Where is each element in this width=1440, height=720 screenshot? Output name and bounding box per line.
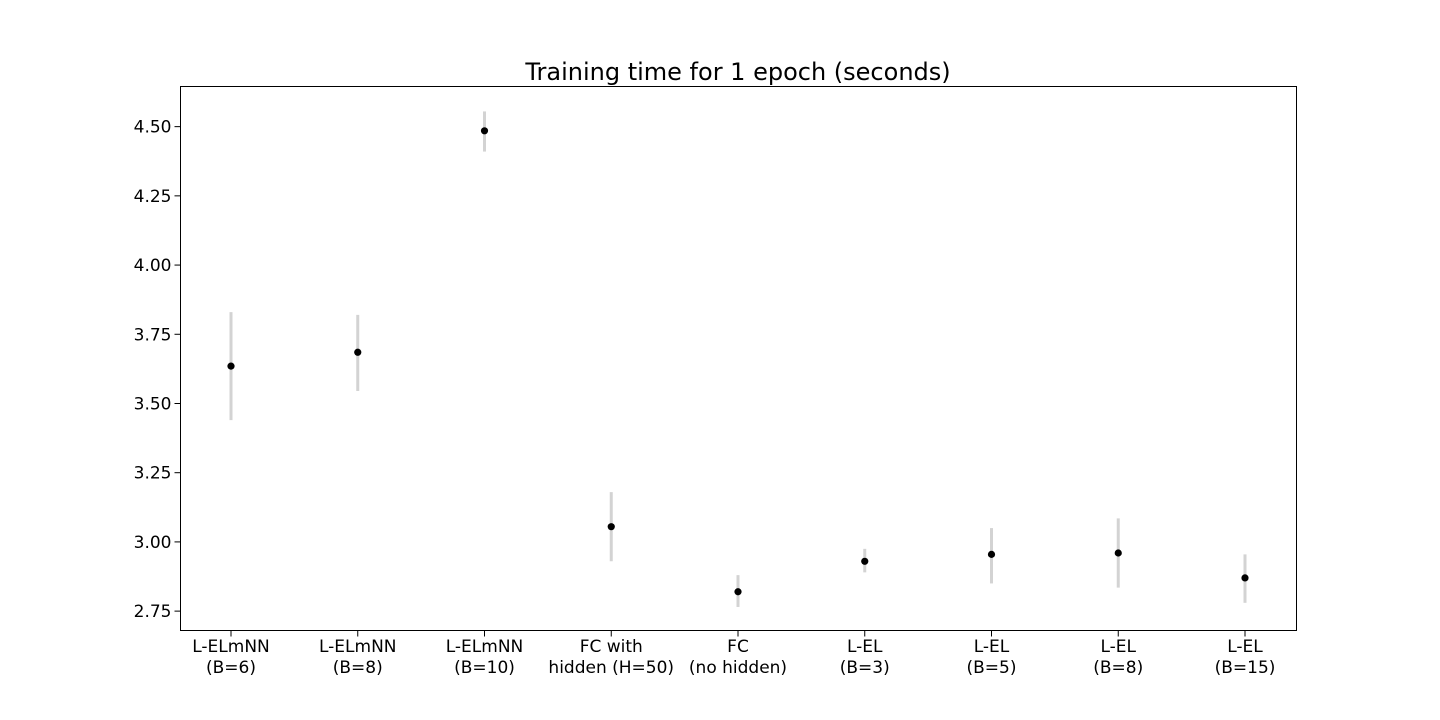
y-tick-label: 3.75 (134, 325, 172, 345)
x-tick-label: L-ELmNN (319, 637, 397, 657)
x-tick-label: L-EL (847, 637, 883, 657)
x-tick-label: (B=8) (1093, 658, 1143, 678)
y-tick-label: 4.50 (134, 118, 172, 138)
data-point (480, 127, 489, 135)
x-tick-label: L-EL (974, 637, 1010, 657)
data-point (1114, 549, 1122, 557)
data-point (1241, 574, 1249, 582)
y-tick-label: 2.75 (134, 602, 172, 622)
data-point (861, 557, 869, 565)
x-tick-label: (B=15) (1215, 658, 1276, 678)
x-tick-label: L-EL (1100, 637, 1136, 657)
data-point (734, 588, 742, 596)
data-point (354, 348, 362, 356)
y-tick-label: 4.00 (134, 256, 172, 276)
x-tick-label: L-ELmNN (192, 637, 270, 657)
x-tick-label: L-EL (1227, 637, 1263, 657)
x-tick-label: FC with (580, 637, 643, 657)
x-tick-label: (B=5) (967, 658, 1017, 678)
x-tick-label: (B=3) (840, 658, 890, 678)
y-tick-label: 3.00 (134, 533, 172, 553)
y-tick-label: 4.25 (134, 187, 172, 207)
x-tick-label: FC (727, 637, 749, 657)
data-point (987, 550, 996, 558)
plot-frame (180, 86, 1297, 631)
y-tick-label: 3.25 (134, 464, 172, 484)
x-tick-label: (B=6) (206, 658, 256, 678)
y-tick-label: 3.50 (134, 394, 172, 414)
x-tick-label: (B=8) (333, 658, 383, 678)
data-point (227, 362, 235, 370)
x-tick-label: (B=10) (454, 658, 515, 678)
chart-marks: 2.753.003.253.503.754.004.254.50L-ELmNN(… (134, 111, 1276, 678)
x-tick-label: (no hidden) (689, 658, 787, 678)
x-tick-label: hidden (H=50) (548, 658, 674, 678)
chart-title: Training time for 1 epoch (seconds) (524, 58, 950, 86)
x-tick-label: L-ELmNN (446, 637, 524, 657)
data-point (607, 523, 615, 531)
